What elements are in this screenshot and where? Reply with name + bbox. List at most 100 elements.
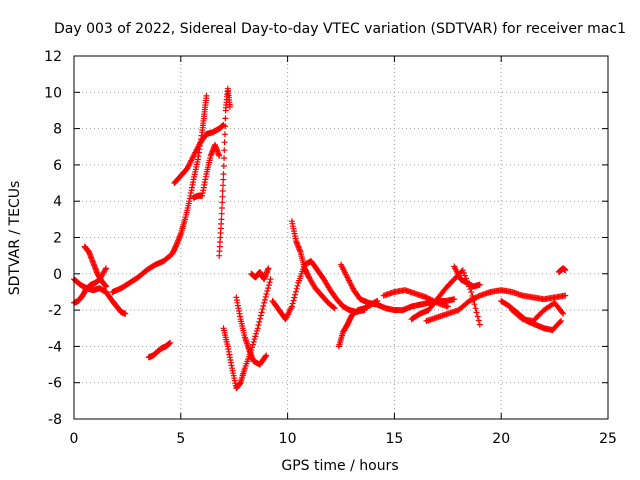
x-tick-label: 0 [70,431,79,447]
data-point [219,193,226,200]
data-point [253,328,260,334]
x-tick-label: 10 [279,431,297,447]
data-point [288,303,295,310]
data-point [538,309,545,316]
data-point [531,316,538,323]
y-tick-label: 2 [53,231,62,247]
data-point [293,285,300,292]
data-point [263,291,270,297]
data-point [265,282,272,289]
data-point [222,115,229,122]
data-point [460,269,467,276]
data-point [468,289,475,295]
data-point [562,267,569,274]
data-point [259,306,266,313]
data-point [474,313,481,320]
series-arc-19 [451,263,483,290]
x-tick-label: 20 [492,431,510,447]
data-point [254,325,261,332]
data-point [265,285,272,292]
series-arc-7 [190,141,223,201]
data-point [220,176,227,183]
x-tick-label: 5 [176,431,185,447]
data-point [451,296,458,303]
data-point [216,152,223,159]
data-point [220,182,226,189]
data-point [289,300,296,307]
series-arc-5 [145,339,174,361]
data-point [203,92,210,99]
data-point [476,281,483,288]
data-point [559,309,566,316]
data-point [476,321,483,328]
data-point [218,205,225,211]
data-point [560,310,567,317]
data-point [220,171,227,177]
data-point [222,123,229,130]
data-point [253,330,260,337]
data-point [292,291,299,298]
data-point [473,309,480,316]
data-point [262,293,269,300]
axis-ticks: 0 5 10 15 20 25 -8 -6 -4 -2 0 2 4 6 8 10 12 [44,49,617,447]
data-point [444,303,451,310]
grid [74,56,608,419]
series-arc-4 [109,92,210,295]
data-point [459,267,466,274]
x-tick-label: 15 [385,431,403,447]
data-point [221,139,228,146]
x-axis-label: GPS time / hours [281,458,398,474]
series-arc-14 [335,298,381,350]
data-point [167,339,174,346]
data-point [291,294,298,301]
data-point [219,199,226,206]
data-point [266,279,273,286]
series-arc-11 [248,265,272,283]
data-point [331,305,338,312]
x-tick-label: 25 [599,431,617,447]
series-arc-20 [487,287,569,303]
data-point [256,318,263,325]
data-point [262,353,269,360]
data-point [472,305,479,312]
series-arc-8 [216,85,233,259]
data-point [103,283,109,290]
y-tick-label: 0 [53,267,62,283]
data-point [535,312,542,319]
data-point [263,352,270,359]
data-point [265,265,272,272]
series-arc-23 [555,265,569,275]
series-arc-22 [508,299,567,324]
data-point [102,266,109,273]
y-tick-label: -8 [48,412,62,428]
data-point [219,188,226,194]
data-point [264,288,271,294]
data-points [71,85,569,392]
series-arc-18 [423,289,494,324]
data-point [261,296,268,303]
data-point [220,163,227,169]
data-point [249,341,256,348]
data-point [218,210,225,217]
data-point [471,301,478,308]
data-point [221,131,228,138]
y-tick-label: 12 [44,49,62,65]
data-point [330,304,337,311]
data-point [122,310,129,317]
data-point [461,272,468,279]
data-point [258,309,265,316]
series-arc-9 [220,276,274,392]
y-tick-label: -6 [48,376,62,392]
data-point [252,333,259,340]
data-point [562,292,569,299]
data-point [257,315,264,322]
data-point [221,155,228,162]
data-point [218,216,225,223]
data-point [103,265,109,272]
data-point [226,103,233,110]
data-point [558,318,564,324]
y-axis-label: SDTVAR / TECUs [7,181,23,296]
y-tick-label: 8 [53,122,62,138]
y-tick-label: -2 [48,303,62,319]
